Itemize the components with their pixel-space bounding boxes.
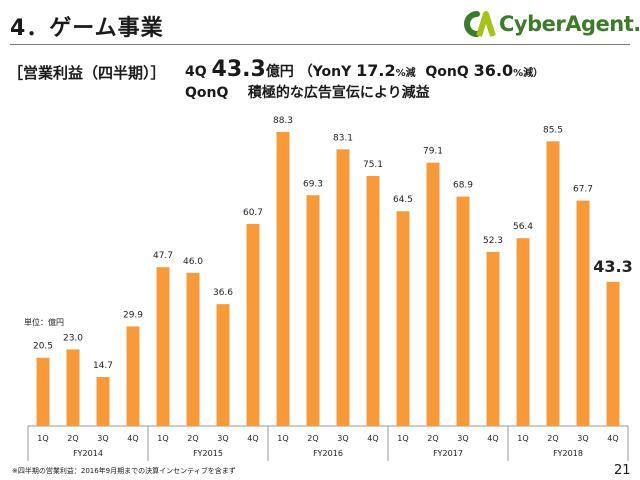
section-label: ［営業利益（四半期）］: [8, 64, 166, 82]
data-label: 20.5: [33, 342, 53, 352]
headline-yoy-suffix: %減: [395, 68, 416, 79]
x-tick-label: 1Q: [37, 434, 48, 443]
highlight-data-label: 43.3: [593, 257, 632, 276]
cyberagent-logo-icon: [464, 11, 496, 37]
title-divider: [10, 44, 630, 45]
headline-yoy-value: 17.2: [356, 61, 396, 80]
page-number: 21: [614, 463, 631, 478]
x-tick-label: 3Q: [337, 434, 348, 443]
bar: [456, 196, 470, 426]
data-label: 67.7: [573, 185, 593, 195]
bar: [96, 377, 110, 426]
data-label: 75.1: [363, 160, 383, 170]
bar: [156, 267, 170, 426]
data-label: 68.9: [453, 181, 473, 191]
headline-yoy-label: （YonY: [298, 64, 352, 80]
bar: [126, 326, 140, 426]
group-label: FY2017: [433, 449, 463, 458]
group-label: FY2016: [313, 449, 343, 458]
data-label: 85.5: [543, 125, 563, 135]
x-tick-label: 2Q: [187, 434, 198, 443]
headline-qoq-value: 36.0: [473, 61, 514, 80]
x-tick-label: 3Q: [217, 434, 228, 443]
headline-note: QonQ 積極的な広告宣伝により減益: [185, 82, 430, 102]
headline-note-label: QonQ: [185, 85, 229, 101]
headline-value: 43.3: [211, 57, 266, 82]
bar: [336, 149, 350, 426]
unit-label: 単位：億円: [24, 318, 64, 327]
group-label: FY2018: [553, 449, 583, 458]
headline-summary: 4Q 43.3億円 （YonY 17.2%減 QonQ 36.0%減）: [185, 57, 543, 82]
x-tick-label: 3Q: [97, 434, 108, 443]
data-label: 14.7: [93, 361, 113, 371]
data-label: 29.9: [123, 310, 143, 320]
headline-quarter: 4Q: [185, 64, 207, 80]
x-tick-label: 1Q: [157, 434, 168, 443]
x-tick-label: 2Q: [427, 434, 438, 443]
x-tick-label: 2Q: [547, 434, 558, 443]
x-tick-label: 1Q: [517, 434, 528, 443]
data-label: 83.1: [333, 133, 353, 143]
bar: [486, 251, 500, 426]
bar: [276, 132, 290, 426]
bar: [246, 223, 260, 426]
bar: [396, 211, 410, 426]
data-label: 46.0: [183, 257, 203, 267]
x-tick-label: 2Q: [307, 434, 318, 443]
logo-text: CyberAgent.: [499, 12, 640, 36]
x-tick-label: 3Q: [577, 434, 588, 443]
headline-qoq-suffix: %減）: [513, 68, 544, 79]
footnote: ※四半期の営業利益：2016年9月期までの決算インセンティブを含まず: [12, 467, 236, 475]
x-tick-label: 2Q: [67, 434, 78, 443]
x-tick-label: 4Q: [247, 434, 258, 443]
data-label: 60.7: [243, 208, 263, 218]
group-label: FY2015: [193, 449, 223, 458]
x-tick-label: 4Q: [367, 434, 378, 443]
x-tick-label: 4Q: [127, 434, 138, 443]
data-label: 79.1: [423, 147, 443, 157]
bar: [426, 162, 440, 426]
group-label: FY2014: [73, 449, 103, 458]
page-title: 4．ゲーム事業: [10, 16, 164, 41]
headline-note-text: 積極的な広告宣伝により減益: [247, 85, 430, 101]
bar: [36, 357, 50, 426]
x-tick-label: 3Q: [457, 434, 468, 443]
cyberagent-logo: CyberAgent.: [462, 10, 640, 38]
data-label: 69.3: [303, 179, 323, 189]
bar: [576, 200, 590, 426]
headline-unit: 億円: [265, 64, 294, 80]
bar: [306, 195, 320, 426]
data-label: 56.4: [513, 222, 533, 232]
data-label: 36.6: [213, 288, 233, 298]
data-label: 64.5: [393, 195, 413, 205]
bar: [606, 281, 620, 426]
data-label: 52.3: [483, 236, 503, 246]
data-label: 88.3: [273, 116, 293, 126]
x-tick-label: 1Q: [277, 434, 288, 443]
bar: [186, 272, 200, 426]
bar: [516, 238, 530, 426]
bar: [66, 349, 80, 426]
x-tick-label: 4Q: [607, 434, 618, 443]
data-label: 47.7: [153, 251, 173, 261]
headline-qoq-label: QonQ: [425, 64, 469, 80]
bar: [546, 141, 560, 427]
data-label: 23.0: [63, 333, 83, 343]
bar: [216, 304, 230, 426]
x-tick-label: 4Q: [487, 434, 498, 443]
x-tick-label: 1Q: [397, 434, 408, 443]
bar: [366, 175, 380, 426]
